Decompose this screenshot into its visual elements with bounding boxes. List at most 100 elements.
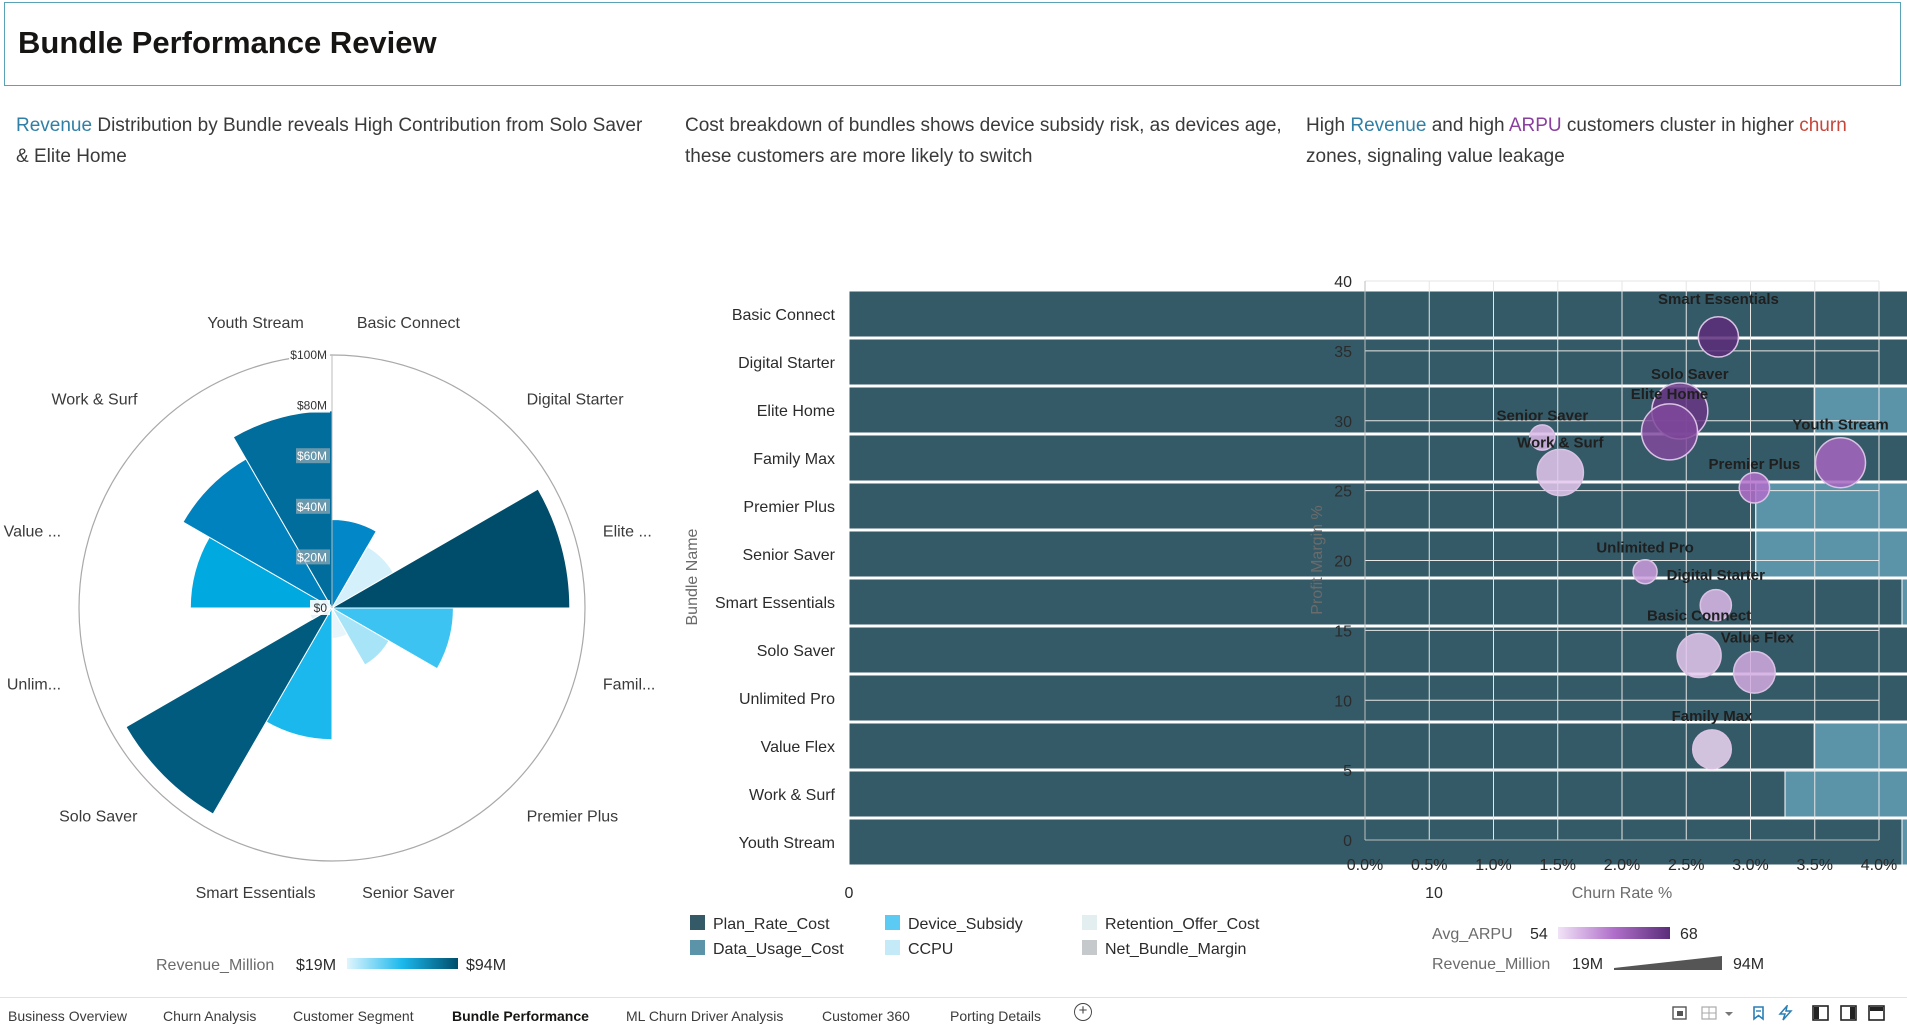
scatter-x-axis-title: Churn Rate % [1572, 885, 1673, 902]
bar-category-label: Family Max [753, 451, 835, 468]
scatter-y-tick-label: 15 [1334, 623, 1352, 640]
bar-legend-swatch [690, 915, 705, 930]
bookmark-icon[interactable] [1750, 1005, 1767, 1021]
polar-wedge [330, 606, 390, 666]
scatter-y-tick-label: 20 [1334, 554, 1352, 571]
scatter-bubble [1640, 403, 1699, 461]
layout-right-icon[interactable] [1840, 1005, 1857, 1021]
bar-segment [848, 482, 1757, 530]
scatter-x-tick-label: 0.5% [1411, 857, 1447, 874]
bar-legend-swatch [885, 940, 900, 955]
bar-segment [1813, 722, 1907, 770]
scatter-legend-size-wedge [1614, 956, 1722, 970]
layout-full-icon[interactable] [1868, 1005, 1885, 1021]
polar-tick-background [289, 347, 330, 362]
scatter-x-tick-label: 0.0% [1347, 857, 1383, 874]
polar-tick-label: $0 [314, 601, 328, 615]
polar-category-label: Senior Saver [362, 885, 455, 902]
legend-title: Revenue_Million [156, 957, 274, 974]
bar-legend-label: Retention_Offer_Cost [1105, 916, 1260, 933]
scatter-point-label: Work & Surf [1517, 435, 1604, 452]
polar-wedge [330, 607, 454, 670]
scatter-x-tick-label: 4.0% [1861, 857, 1897, 874]
tab-customer-segment[interactable]: Customer Segment [293, 1008, 414, 1024]
bar-segment [1901, 578, 1907, 626]
insight-text: Cost breakdown of bundles shows device s… [685, 115, 1282, 167]
insight-text: customers cluster in higher [1561, 115, 1800, 136]
grid-icon[interactable] [1701, 1005, 1718, 1021]
chevron-down-icon[interactable] [1723, 1005, 1735, 1021]
bar-legend-label: Plan_Rate_Cost [713, 916, 830, 933]
scatter-x-tick-label: 2.0% [1604, 857, 1640, 874]
scatter-legend-size-max: 94M [1733, 956, 1764, 973]
churn-bubble-chart: 0.0% 0.5% 1.0% 1.5% 2.0% 2.5% 3.0% 3.5% 4.0% 0 5 10… [1309, 274, 1897, 973]
polar-tick-background [296, 549, 330, 565]
polar-category-label: Solo Saver [59, 809, 138, 826]
scatter-legend-size-min: 19M [1572, 956, 1603, 973]
scatter-point-label: Value Flex [1721, 629, 1795, 646]
bar-category-label: Smart Essentials [715, 595, 835, 612]
page-header: Bundle Performance Review [4, 2, 1901, 86]
scatter-point-label: Unlimited Pro [1596, 540, 1694, 557]
scatter-bubble [1536, 448, 1585, 497]
tab-customer-360[interactable]: Customer 360 [822, 1008, 910, 1024]
scatter-x-tick-label: 2.5% [1668, 857, 1704, 874]
scatter-bubble [1632, 558, 1658, 585]
scatter-point-label: Senior Saver [1496, 408, 1588, 425]
polar-category-label: Elite ... [603, 524, 652, 541]
bar-segment [1755, 482, 1907, 530]
charts-canvas: Basic Connect Digital Starter Elite ... Fam… [4, 274, 1907, 974]
insight-text: zones, signaling value leakage [1306, 146, 1565, 167]
polar-tick-background [310, 600, 330, 615]
present-icon[interactable] [1672, 1005, 1689, 1021]
scatter-y-tick-label: 35 [1334, 344, 1352, 361]
polar-category-label: Smart Essentials [196, 885, 316, 902]
bar-category-label: Premier Plus [743, 499, 835, 516]
bar-legend-label: CCPU [908, 941, 953, 958]
scatter-y-tick-label: 0 [1343, 833, 1352, 850]
tab-ml-churn-driver-analysis[interactable]: ML Churn Driver Analysis [626, 1008, 784, 1024]
bar-segment [848, 818, 1903, 866]
add-tab-icon[interactable]: + [1074, 1003, 1092, 1021]
scatter-x-tick-label: 1.0% [1475, 857, 1511, 874]
scatter-bubble [1699, 588, 1733, 622]
tab-bundle-performance[interactable]: Bundle Performance [452, 1008, 589, 1024]
bar-category-label: Youth Stream [739, 835, 835, 852]
bar-segment [1784, 770, 1907, 818]
polar-category-label: Basic Connect [357, 315, 461, 332]
scatter-bubble [1676, 632, 1722, 679]
scatter-legend-color-title: Avg_ARPU [1432, 926, 1513, 943]
bar-y-axis-title: Bundle Name [684, 528, 701, 625]
bar-category-label: Basic Connect [732, 307, 836, 324]
scatter-bubble [1814, 436, 1867, 489]
bar-legend-swatch [1082, 940, 1097, 955]
polar-tick-label: $60M [297, 449, 327, 463]
bar-segment [848, 674, 1907, 722]
polar-tick-background [296, 397, 330, 413]
scatter-bubble [1691, 729, 1733, 770]
polar-wedge [125, 606, 334, 815]
scatter-point-label: Youth Stream [1792, 417, 1888, 434]
insight-highlight-arpu: ARPU [1508, 115, 1562, 136]
bar-category-label: Work & Surf [749, 787, 836, 804]
flash-icon[interactable] [1777, 1005, 1794, 1021]
polar-category-label: Famil... [603, 676, 655, 693]
layout-left-icon[interactable] [1812, 1005, 1829, 1021]
bar-segment [848, 338, 1907, 386]
scatter-bubble [1697, 316, 1740, 358]
tab-churn-analysis[interactable]: Churn Analysis [163, 1008, 257, 1024]
tab-porting-details[interactable]: Porting Details [950, 1008, 1042, 1024]
scatter-point-label: Smart Essentials [1658, 291, 1779, 308]
tab-business-overview[interactable]: Business Overview [8, 1008, 128, 1024]
bar-segment [848, 770, 1786, 818]
insight-text: High [1306, 115, 1351, 136]
bar-legend-label: Data_Usage_Cost [713, 941, 844, 958]
bar-category-label: Value Flex [761, 739, 835, 756]
scatter-point-label: Family Max [1672, 708, 1754, 725]
polar-tick-label: $100M [290, 348, 327, 362]
bar-segment [848, 722, 1815, 770]
bar-segment [1755, 530, 1907, 578]
legend-gradient [347, 958, 458, 969]
bar-category-label: Digital Starter [738, 355, 836, 372]
bar-legend-swatch [1082, 915, 1097, 930]
